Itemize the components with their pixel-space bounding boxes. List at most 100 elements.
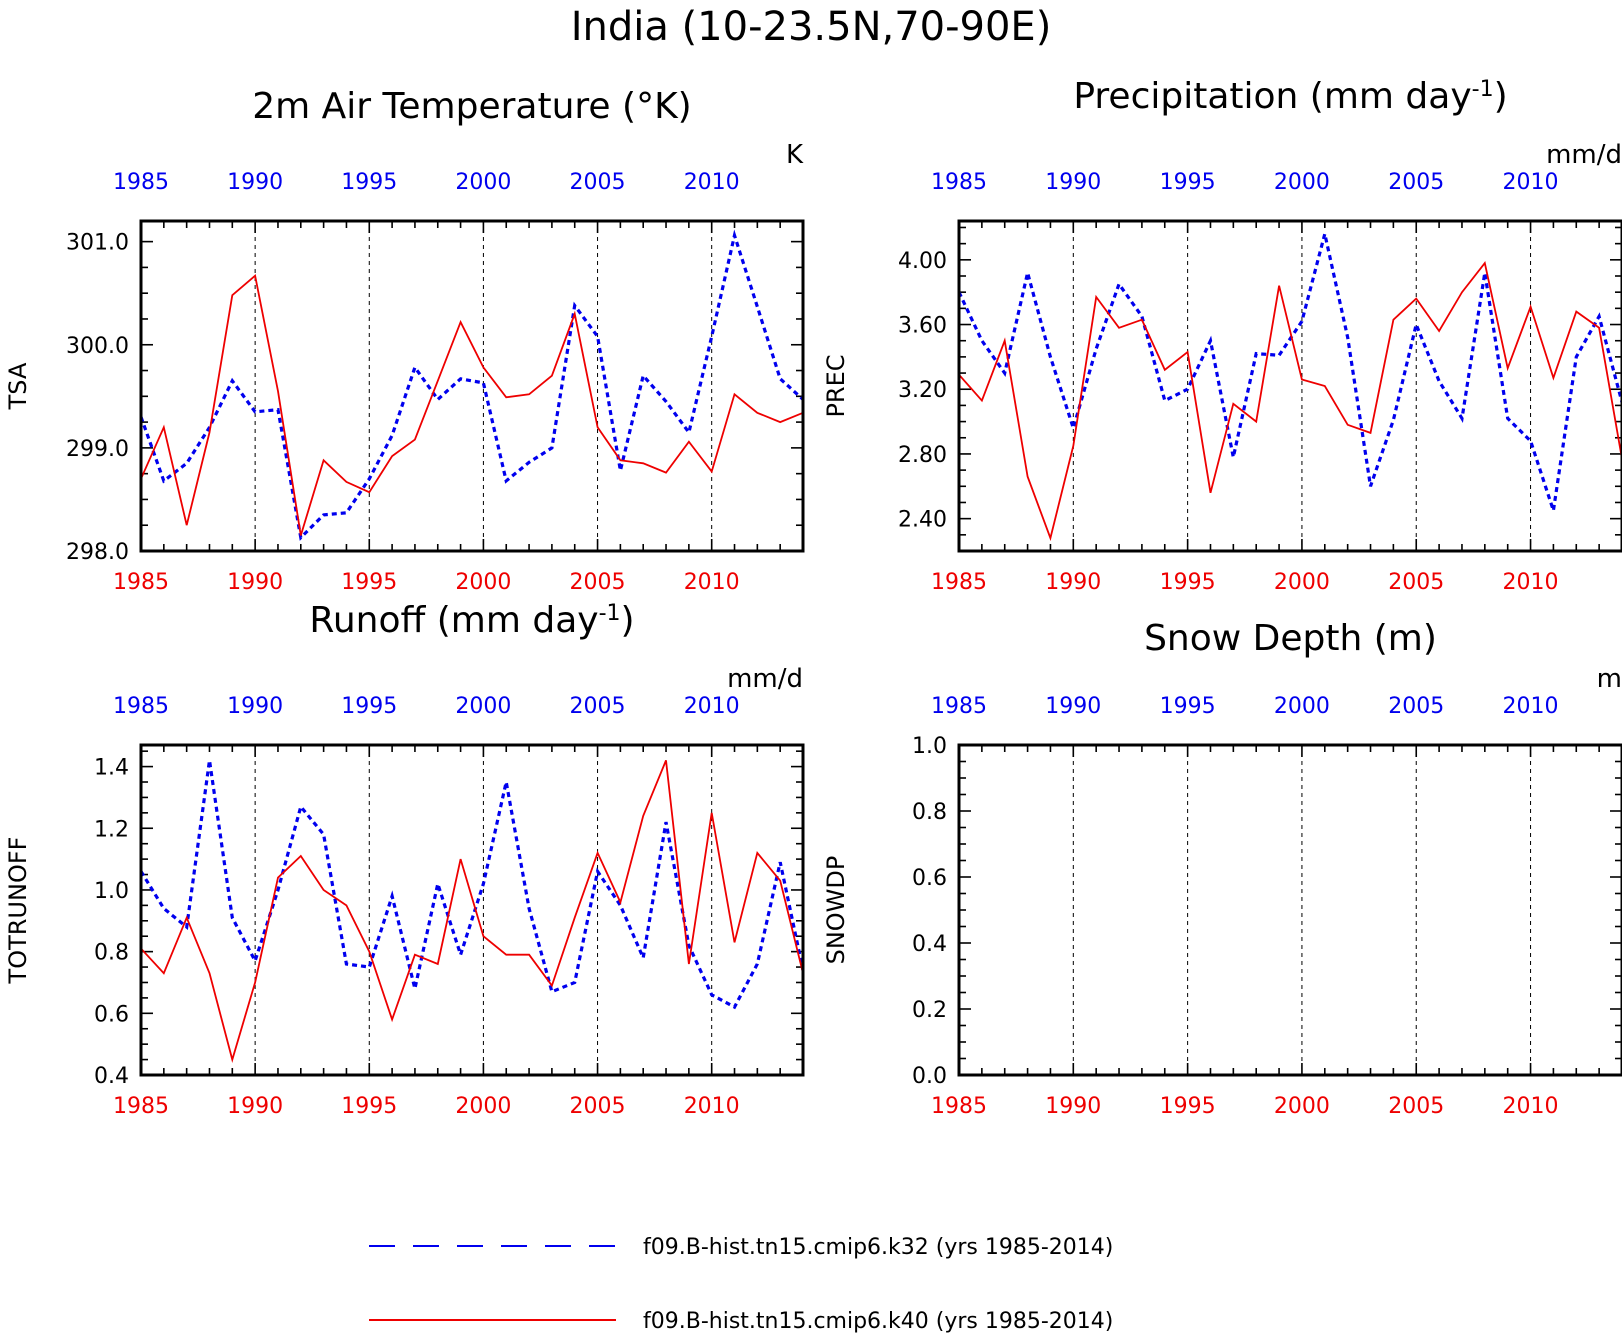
x-tick-label-top: 2005 xyxy=(1388,694,1444,719)
x-tick-label-top: 1995 xyxy=(1160,694,1216,719)
panel-title-superscript: -1 xyxy=(1472,77,1494,102)
y-tick-label: 2.40 xyxy=(898,508,947,533)
y-axis-label: SNOWDP xyxy=(822,856,850,965)
x-tick-label-bottom: 1985 xyxy=(931,570,987,595)
x-tick-label-top: 1995 xyxy=(341,694,397,719)
x-tick-label-bottom: 2010 xyxy=(1503,1094,1559,1119)
y-tick-label: 299.0 xyxy=(66,437,129,462)
y-tick-label: 1.0 xyxy=(912,734,947,759)
x-tick-label-top: 2000 xyxy=(1274,170,1330,195)
y-tick-label: 1.0 xyxy=(94,879,129,904)
x-tick-label-bottom: 1995 xyxy=(341,570,397,595)
series-line-1 xyxy=(959,233,1622,512)
x-tick-label-bottom: 2005 xyxy=(570,570,626,595)
x-tick-label-top: 2000 xyxy=(455,694,511,719)
plot-frame xyxy=(139,743,805,1077)
x-tick-label-top: 1990 xyxy=(1045,694,1101,719)
plot-frame xyxy=(139,219,805,553)
y-tick-label: 3.60 xyxy=(898,314,947,339)
legend-label-1: f09.B-hist.tn15.cmip6.k32 (yrs 1985-2014… xyxy=(643,1235,1113,1260)
x-tick-label-top: 2000 xyxy=(455,170,511,195)
x-tick-label-top: 1995 xyxy=(1160,170,1216,195)
plot-frame xyxy=(957,743,1622,1077)
x-tick-label-bottom: 2005 xyxy=(1388,570,1444,595)
x-tick-label-top: 2010 xyxy=(684,694,740,719)
y-axis-label: PREC xyxy=(822,354,850,417)
x-tick-label-bottom: 1995 xyxy=(1160,570,1216,595)
y-tick-label: 0.0 xyxy=(912,1064,947,1089)
y-tick-label: 0.2 xyxy=(912,998,947,1023)
units-label: mm/d xyxy=(1546,140,1622,170)
x-tick-label-bottom: 1990 xyxy=(1045,570,1101,595)
panel-title-superscript: -1 xyxy=(599,601,621,626)
x-tick-label-bottom: 2000 xyxy=(1274,1094,1330,1119)
x-tick-label-bottom: 2010 xyxy=(1503,570,1559,595)
series-line-1 xyxy=(141,760,803,1010)
y-axis-label: TSA xyxy=(4,362,32,410)
units-label: K xyxy=(786,140,804,170)
y-tick-label: 0.6 xyxy=(912,866,947,891)
y-tick-label: 0.8 xyxy=(912,800,947,825)
x-tick-label-bottom: 2000 xyxy=(455,570,511,595)
y-tick-label: 298.0 xyxy=(66,540,129,565)
units-label: m xyxy=(1597,664,1622,694)
x-tick-label-top: 2000 xyxy=(1274,694,1330,719)
x-tick-label-bottom: 2010 xyxy=(684,570,740,595)
panel-2: Precipitation (mm day-1) mm/d PREC 1985 1985… xyxy=(822,76,1622,595)
y-tick-label: 1.4 xyxy=(94,756,129,781)
x-tick-label-top: 1985 xyxy=(113,170,169,195)
panel-title-end: ) xyxy=(621,600,635,641)
x-tick-label-top: 2005 xyxy=(570,170,626,195)
panel-title-end: ) xyxy=(1494,76,1508,117)
y-tick-label: 0.4 xyxy=(912,932,947,957)
x-tick-label-bottom: 2000 xyxy=(1274,570,1330,595)
panel-title: Precipitation (mm day-1) xyxy=(1073,76,1507,117)
y-tick-label: 0.8 xyxy=(94,941,129,966)
plot-frame xyxy=(957,219,1622,553)
units-label: mm/d xyxy=(727,664,803,694)
x-tick-label-bottom: 1985 xyxy=(113,570,169,595)
series-line-1 xyxy=(141,229,803,541)
y-tick-label: 4.00 xyxy=(898,249,947,274)
panel-3: Runoff (mm day-1) mm/d TOTRUNOFF 1985 1985 19… xyxy=(4,600,805,1119)
x-tick-label-bottom: 1985 xyxy=(113,1094,169,1119)
y-tick-label: 2.80 xyxy=(898,443,947,468)
series-line-2 xyxy=(959,261,1622,542)
y-tick-label: 3.20 xyxy=(898,378,947,403)
x-tick-label-top: 1995 xyxy=(341,170,397,195)
x-tick-label-bottom: 1990 xyxy=(227,570,283,595)
legend: f09.B-hist.tn15.cmip6.k32 (yrs 1985-2014… xyxy=(369,1235,1113,1334)
y-tick-label: 0.6 xyxy=(94,1002,129,1027)
x-tick-label-top: 2005 xyxy=(1388,170,1444,195)
x-tick-label-top: 1990 xyxy=(227,170,283,195)
panel-title: Runoff (mm day-1) xyxy=(309,600,634,641)
y-tick-label: 1.2 xyxy=(94,817,129,842)
x-tick-label-top: 1990 xyxy=(227,694,283,719)
x-tick-label-bottom: 2005 xyxy=(1388,1094,1444,1119)
panel-title: Snow Depth (m) xyxy=(1144,618,1437,659)
x-tick-label-top: 1990 xyxy=(1045,170,1101,195)
x-tick-label-top: 1985 xyxy=(113,694,169,719)
x-tick-label-top: 2010 xyxy=(684,170,740,195)
legend-label-2: f09.B-hist.tn15.cmip6.k40 (yrs 1985-2014… xyxy=(643,1309,1113,1334)
x-tick-label-bottom: 1995 xyxy=(1160,1094,1216,1119)
x-tick-label-top: 2010 xyxy=(1503,694,1559,719)
x-tick-label-bottom: 1985 xyxy=(931,1094,987,1119)
y-axis-label: TOTRUNOFF xyxy=(4,837,32,985)
x-tick-label-top: 2005 xyxy=(570,694,626,719)
x-tick-label-bottom: 1990 xyxy=(227,1094,283,1119)
x-tick-label-bottom: 2000 xyxy=(455,1094,511,1119)
x-tick-label-bottom: 1990 xyxy=(1045,1094,1101,1119)
x-tick-label-top: 1985 xyxy=(931,694,987,719)
panel-4: Snow Depth (m) m SNOWDP 1985 1985 1990 1990 199… xyxy=(822,618,1622,1119)
x-tick-label-top: 1985 xyxy=(931,170,987,195)
x-tick-label-top: 2010 xyxy=(1503,170,1559,195)
x-tick-label-bottom: 2010 xyxy=(684,1094,740,1119)
series-line-2 xyxy=(141,760,803,1063)
panels: 2m Air Temperature (°K) K TSA 1985 1985 1990 1… xyxy=(4,76,1622,1119)
x-tick-label-bottom: 2005 xyxy=(570,1094,626,1119)
panel-1: 2m Air Temperature (°K) K TSA 1985 1985 1990 1… xyxy=(4,86,805,595)
y-tick-label: 0.4 xyxy=(94,1064,129,1089)
figure-title: India (10-23.5N,70-90E) xyxy=(571,4,1052,50)
